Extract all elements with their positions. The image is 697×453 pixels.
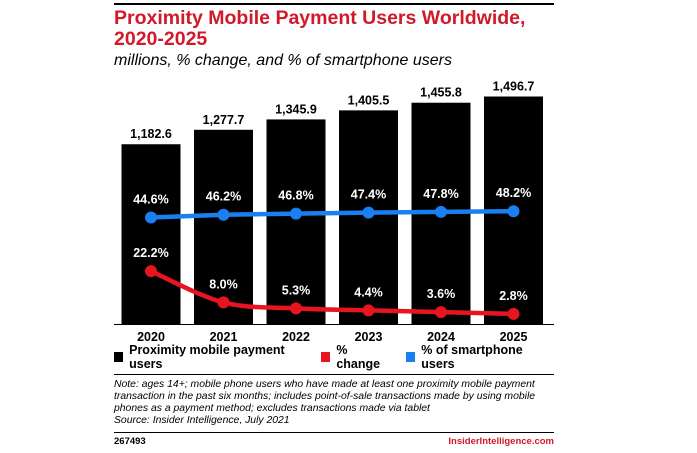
change-label-2023: 4.4% (354, 285, 383, 299)
change-label-2021: 8.0% (209, 277, 238, 291)
point-change-2021 (217, 296, 230, 309)
legend-swatch-smartphone-users (406, 352, 416, 362)
line-smartphone-users (148, 208, 516, 220)
change-label-2024: 3.6% (427, 287, 456, 301)
source-text: Source: Insider Intelligence, July 2021 (114, 415, 290, 426)
legend-swatch-payment-users (114, 352, 124, 362)
point-change-2020 (145, 265, 157, 278)
point-change-2022 (290, 302, 302, 315)
bar-2021 (194, 129, 253, 324)
point-smartphone-2021 (217, 208, 230, 221)
bar-label-2020: 1,182.6 (130, 127, 172, 141)
bar-label-2025: 1,496.7 (493, 80, 535, 94)
bar-label-2024: 1,455.8 (420, 86, 462, 100)
point-change-2023 (362, 304, 375, 317)
chart-title: Proximity Mobile Payment Users Worldwide… (114, 7, 526, 50)
chart-note: Note: ages 14+; mobile phone users who h… (114, 379, 554, 427)
x-tick-2023: 2023 (355, 330, 383, 344)
legend-label-change: % change (336, 343, 381, 371)
legend-item-smartphone-users: % of smartphone users (406, 343, 547, 371)
point-smartphone-2020 (145, 211, 157, 224)
labels-layer: 1,182.6 1,277.7 1,345.9 1,405.5 1,455.8 1,496… (130, 80, 534, 303)
brand-link[interactable]: InsiderIntelligence.com (448, 436, 554, 447)
x-tick-2024: 2024 (427, 330, 455, 344)
note-rule (114, 374, 554, 375)
smartphone-label-2020: 44.6% (133, 193, 168, 207)
legend-item-payment-users: Proximity mobile payment users (114, 343, 304, 371)
bar-label-2021: 1,277.7 (203, 113, 245, 127)
chart-id: 267493 (114, 436, 146, 447)
bottom-rule (114, 432, 554, 433)
change-label-2020: 22.2% (133, 246, 168, 260)
point-smartphone-2025 (507, 205, 520, 218)
change-label-2025: 2.8% (499, 289, 528, 303)
smartphone-label-2024: 47.8% (423, 187, 458, 201)
bar-label-2022: 1,345.9 (275, 102, 317, 116)
legend-item-change: % change (321, 343, 389, 371)
legend-label-smartphone-users: % of smartphone users (421, 343, 523, 371)
point-smartphone-2022 (290, 207, 302, 220)
point-smartphone-2024 (435, 205, 447, 218)
legend-swatch-change (321, 352, 331, 362)
smartphone-label-2022: 46.8% (278, 189, 313, 203)
legend: Proximity mobile payment users % change … (114, 343, 564, 371)
bar-label-2023: 1,405.5 (348, 93, 390, 107)
x-tick-2020: 2020 (137, 330, 165, 344)
x-axis: 2020 2021 2022 2023 2024 2025 (114, 324, 554, 344)
change-label-2022: 5.3% (282, 283, 311, 297)
chart-subtitle: millions, % change, and % of smartphone … (114, 52, 452, 69)
x-tick-2025: 2025 (500, 330, 528, 344)
bar-2022 (266, 119, 326, 324)
x-tick-2022: 2022 (282, 330, 310, 344)
point-change-2024 (435, 306, 447, 319)
x-tick-2021: 2021 (210, 330, 238, 344)
bar-2020 (121, 144, 181, 324)
lines-layer (145, 205, 520, 320)
line-percent-change (148, 268, 516, 317)
note-text: Note: ages 14+; mobile phone users who h… (114, 379, 536, 414)
point-change-2025 (507, 307, 520, 320)
smartphone-label-2025: 48.2% (496, 186, 531, 200)
point-smartphone-2023 (362, 206, 375, 219)
legend-label-payment-users: Proximity mobile payment users (129, 343, 285, 371)
smartphone-label-2021: 46.2% (206, 190, 241, 204)
smartphone-label-2023: 47.4% (351, 188, 386, 202)
top-rule (114, 3, 554, 5)
